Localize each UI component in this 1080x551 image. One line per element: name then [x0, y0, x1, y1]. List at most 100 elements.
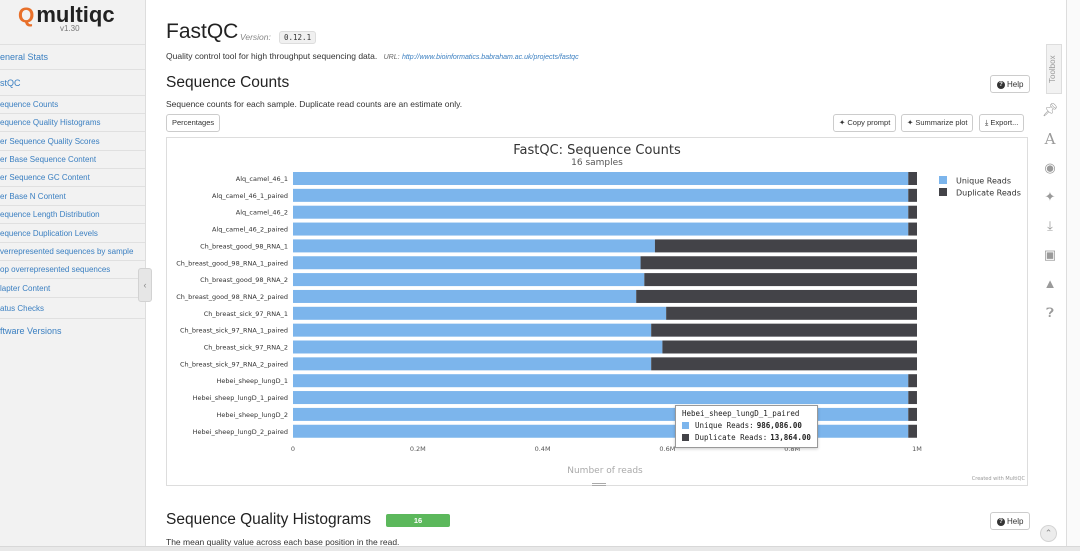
sidebar-item-label[interactable]: eneral Stats: [0, 52, 49, 62]
sidebar-item[interactable]: er Base N Content: [0, 186, 145, 205]
tooltip-unique-value: 986,086.00: [756, 421, 802, 430]
sidebar-item[interactable]: eneral Stats: [0, 44, 145, 69]
sequence-counts-plot[interactable]: FastQC: Sequence Counts 16 samples Alq_cam…: [166, 137, 1028, 486]
bar-segment: [908, 188, 917, 202]
download-icon: ⤓: [985, 118, 991, 127]
module-description: Quality control tool for high throughput…: [166, 51, 579, 61]
y-tick-label: Alq_camel_46_2: [236, 209, 288, 217]
sidebar-item-label[interactable]: equence Duplication Levels: [0, 229, 98, 238]
sparkle-icon[interactable]: ✦: [1044, 189, 1056, 204]
x-tick-label: 1M: [912, 445, 922, 453]
sequence-counts-help-button[interactable]: ? Help: [990, 75, 1031, 93]
sidebar-item[interactable]: op overrepresented sequences: [0, 260, 145, 278]
sample-count-badge: 16: [386, 514, 450, 527]
bar-segment: [293, 340, 663, 354]
download-icon[interactable]: ⤓: [1047, 218, 1053, 233]
bar-segment: [293, 323, 652, 337]
bar-segment: [651, 357, 917, 371]
summarize-plot-button[interactable]: ✦ Summarize plot: [901, 114, 974, 132]
duplicate-swatch: [682, 434, 689, 441]
scroll-to-top-button[interactable]: ⌃: [1040, 525, 1057, 542]
export-button[interactable]: ⤓ Export...: [979, 114, 1025, 132]
sidebar-item-label[interactable]: er Base N Content: [0, 192, 66, 201]
copy-prompt-label: Copy prompt: [847, 118, 891, 127]
bar-segment: [636, 289, 917, 303]
bar-segment: [293, 289, 637, 303]
y-tick-label: Ch_breast_good_98_RNA_1: [200, 242, 288, 250]
bar-segment: [293, 205, 909, 219]
graduation-cap-icon[interactable]: ▲: [1043, 276, 1057, 291]
y-tick-label: Ch_breast_sick_97_RNA_1_paired: [180, 327, 288, 335]
sidebar-item[interactable]: er Base Sequence Content: [0, 150, 145, 168]
percentages-button[interactable]: Percentages: [166, 114, 221, 132]
sidebar-collapse-button[interactable]: ‹: [138, 268, 152, 302]
main-content: FastQC Version: 0.12.1 Quality control t…: [166, 0, 1031, 550]
bar-segment: [293, 374, 909, 388]
sidebar-item[interactable]: equence Quality Histograms: [0, 113, 145, 131]
quality-histograms-help-button[interactable]: ? Help: [990, 512, 1031, 530]
chart-title: FastQC: Sequence Counts: [513, 143, 681, 158]
sidebar-item[interactable]: er Sequence GC Content: [0, 168, 145, 186]
sequence-counts-heading: Sequence Counts: [166, 74, 290, 91]
sidebar-item-label[interactable]: ftware Versions: [0, 326, 62, 336]
sparkle-icon: ✦: [839, 118, 848, 127]
y-tick-label: Ch_breast_good_98_RNA_1_paired: [176, 259, 288, 267]
sidebar-item[interactable]: verrepresented sequences by sample: [0, 242, 145, 260]
help-label: Help: [1007, 517, 1024, 526]
x-tick-label: 0.6M: [659, 445, 675, 453]
plot-resize-handle[interactable]: [592, 483, 606, 486]
bar-segment: [640, 256, 917, 270]
eye-slash-icon[interactable]: ◉: [1044, 160, 1056, 175]
question-circle-icon: ?: [997, 517, 1005, 526]
module-url-link[interactable]: http://www.bioinformatics.babraham.ac.uk…: [401, 54, 579, 61]
legend-swatch: [939, 176, 947, 184]
sidebar-item[interactable]: atus Checks: [0, 297, 145, 318]
chevron-up-icon: ⌃: [1044, 528, 1053, 538]
sidebar-item-label[interactable]: equence Quality Histograms: [0, 118, 101, 127]
bar-segment: [293, 239, 655, 253]
tooltip-unique-label: Unique Reads:: [695, 421, 754, 430]
version-badge: 0.12.1: [279, 31, 317, 44]
sidebar-item[interactable]: lapter Content: [0, 278, 145, 297]
question-circle-icon[interactable]: ❓︎: [1046, 305, 1054, 320]
sidebar-item-label[interactable]: lapter Content: [0, 284, 51, 293]
sidebar-item[interactable]: er Sequence Quality Scores: [0, 131, 145, 150]
font-icon[interactable]: A: [1044, 130, 1056, 148]
copy-prompt-button[interactable]: ✦ Copy prompt: [833, 114, 897, 132]
sidebar-item[interactable]: equence Length Distribution: [0, 205, 145, 223]
y-tick-label: Hebei_sheep_lungD_2: [216, 411, 288, 419]
bar-segment: [293, 306, 667, 320]
sidebar-item-label[interactable]: equence Length Distribution: [0, 210, 100, 219]
sidebar-item[interactable]: equence Duplication Levels: [0, 223, 145, 242]
sidebar-item-label[interactable]: er Sequence GC Content: [0, 173, 90, 182]
sidebar-item-label[interactable]: stQC: [0, 78, 21, 88]
horizontal-scrollbar[interactable]: [0, 546, 1080, 551]
sequence-counts-description: Sequence counts for each sample. Duplica…: [166, 99, 463, 109]
legend-label: Unique Reads: [956, 177, 1011, 186]
quality-histograms-heading: Sequence Quality Histograms: [166, 511, 372, 528]
save-icon[interactable]: ▣: [1043, 247, 1057, 262]
bar-segment: [908, 424, 917, 438]
export-label: Export...: [990, 118, 1019, 127]
multiqc-version: v1.30: [60, 24, 80, 33]
sidebar-item[interactable]: ftware Versions: [0, 318, 145, 343]
right-panel-edge: [1066, 0, 1080, 550]
sidebar-item-label[interactable]: er Sequence Quality Scores: [0, 137, 100, 146]
sidebar-item-label[interactable]: equence Counts: [0, 100, 59, 109]
sidebar-item-label[interactable]: op overrepresented sequences: [0, 265, 111, 274]
toolbox-tab[interactable]: Toolbox: [1046, 44, 1062, 94]
sidebar-item-label[interactable]: atus Checks: [0, 304, 45, 313]
sidebar-item-label[interactable]: verrepresented sequences by sample: [0, 247, 134, 256]
bar-segment: [908, 391, 917, 405]
pin-icon[interactable]: 📌︎: [1041, 102, 1059, 117]
sidebar-item[interactable]: stQC: [0, 69, 145, 95]
toolbox-label: Toolbox: [1048, 55, 1057, 83]
sparkle-icon: ✦: [907, 118, 916, 127]
bar-segment: [654, 239, 917, 253]
chart-credit: Created with MultiQC: [972, 476, 1026, 482]
sidebar-item-label[interactable]: er Base Sequence Content: [0, 155, 97, 164]
multiqc-logo[interactable]: Qmultiqc: [18, 2, 115, 28]
sidebar: Qmultiqc v1.30 eneral Stats stQC equence C…: [0, 0, 146, 550]
sidebar-item[interactable]: equence Counts: [0, 95, 145, 113]
